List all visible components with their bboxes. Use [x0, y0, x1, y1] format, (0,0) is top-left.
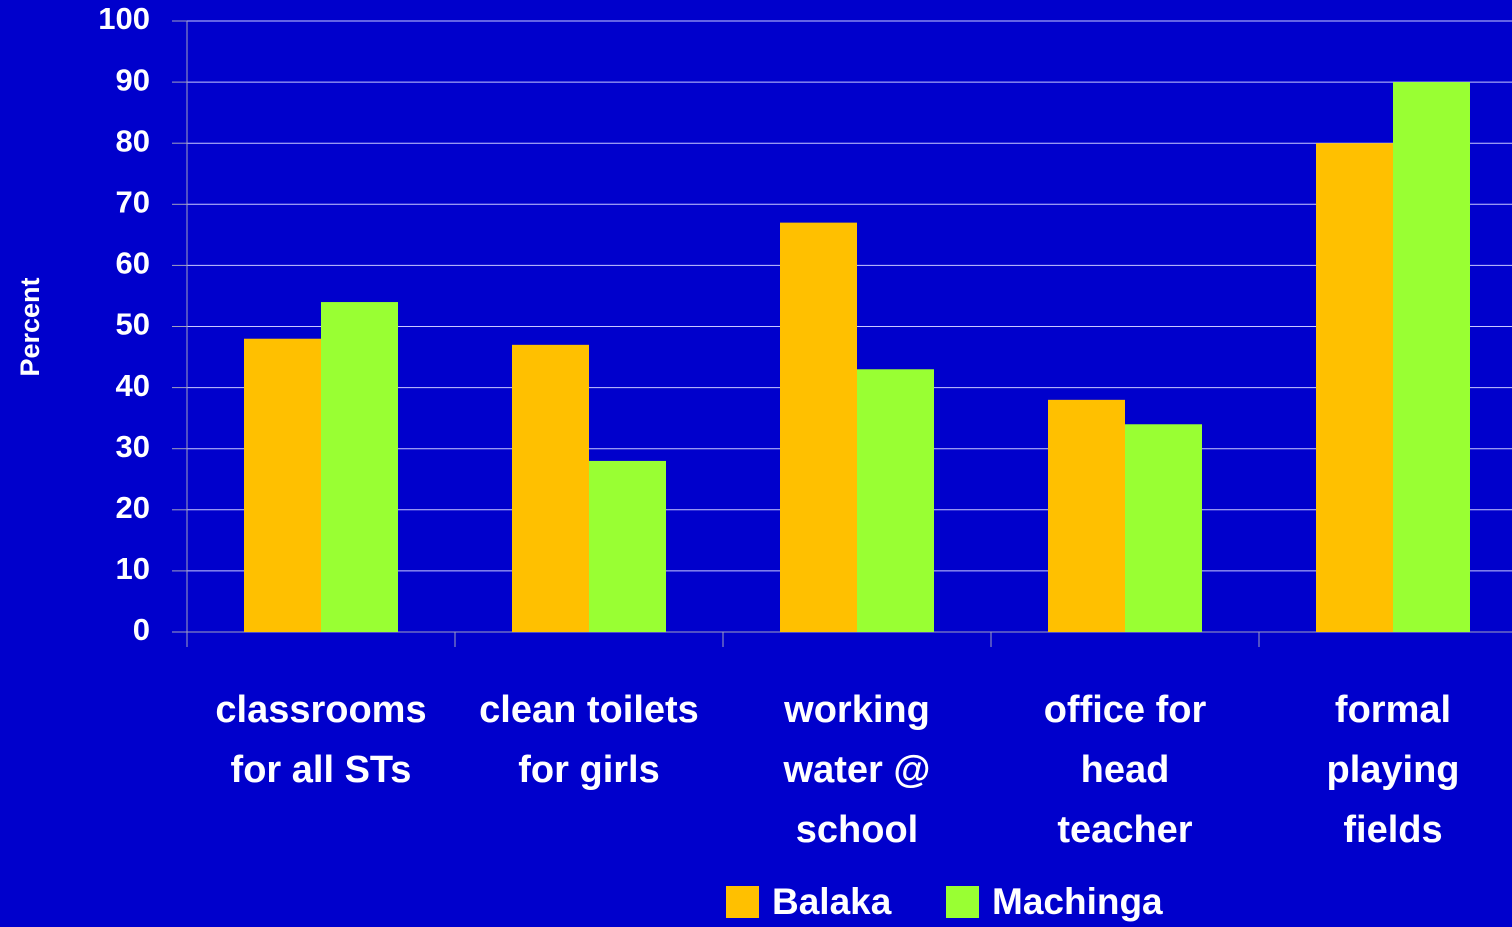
- y-tick-label: 80: [116, 123, 150, 158]
- y-axis-label: Percent: [15, 277, 45, 376]
- legend-swatch: [726, 886, 759, 918]
- x-tick-label: office for head teacher: [1043, 689, 1207, 851]
- y-tick-label: 30: [116, 429, 150, 464]
- y-tick-label: 100: [98, 1, 150, 36]
- y-tick-label: 60: [116, 246, 150, 281]
- bar: [244, 338, 321, 632]
- bar: [1048, 399, 1125, 632]
- x-tick-label: working water @ school: [783, 689, 931, 851]
- legend-label: Machinga: [992, 881, 1163, 922]
- y-tick-label: 90: [116, 62, 150, 97]
- bar: [1316, 143, 1393, 632]
- legend-label: Balaka: [772, 881, 892, 922]
- bar: [1125, 424, 1202, 632]
- y-tick-label: 40: [116, 368, 150, 403]
- legend-swatch: [946, 886, 979, 918]
- y-tick-label: 20: [116, 490, 150, 525]
- y-tick-label: 0: [133, 612, 150, 647]
- y-tick-label: 50: [116, 307, 150, 342]
- bar: [780, 222, 857, 632]
- x-tick-label: clean toilets for girls: [479, 689, 699, 791]
- y-tick-label: 10: [116, 551, 150, 586]
- x-tick-label: classrooms for all STs: [215, 689, 427, 791]
- y-tick-label: 70: [116, 184, 150, 219]
- bar: [857, 369, 934, 632]
- bar: [512, 344, 589, 632]
- x-tick-label: formal playing fields: [1326, 689, 1460, 851]
- bar: [589, 460, 666, 632]
- bar: [1393, 82, 1470, 633]
- bar: [321, 302, 398, 632]
